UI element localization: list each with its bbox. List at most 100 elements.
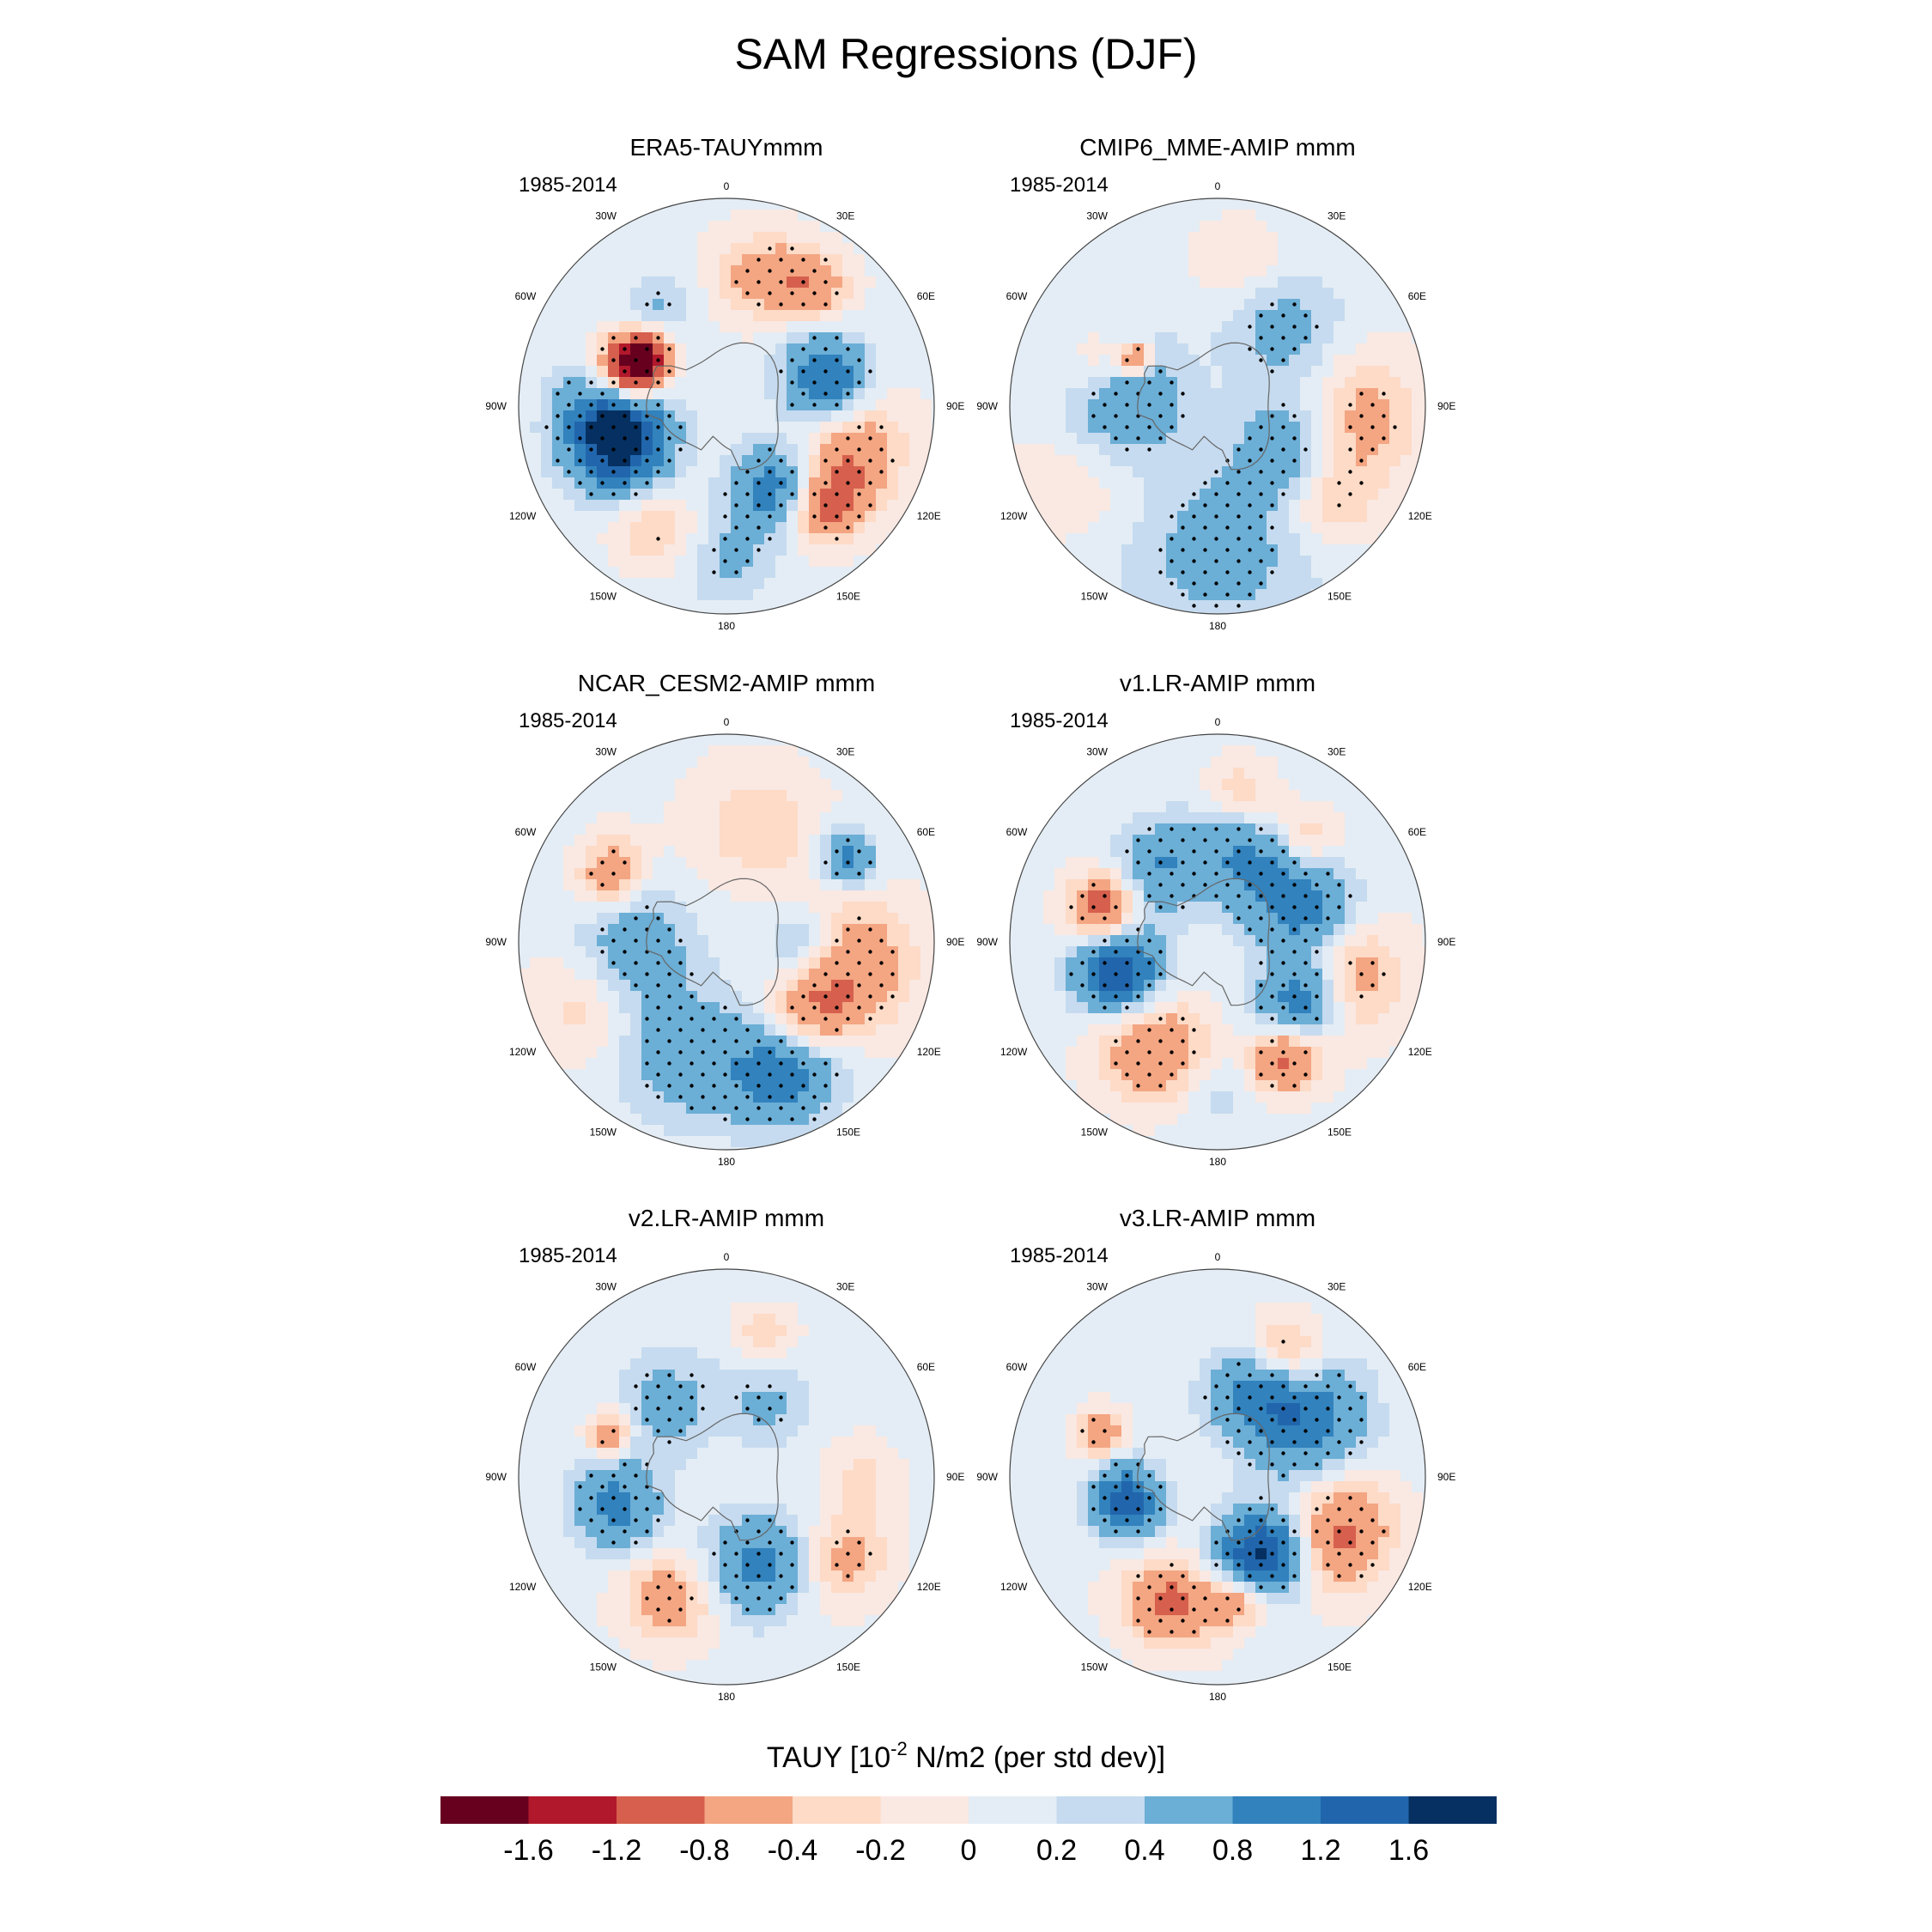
- field-cell: [731, 399, 743, 411]
- field-cell: [720, 823, 732, 835]
- significance-dot: [812, 1072, 817, 1077]
- field-cell: [742, 377, 754, 389]
- significance-dot: [701, 1050, 705, 1054]
- field-cell: [809, 321, 821, 333]
- field-cell: [1166, 489, 1178, 501]
- field-cell: [653, 946, 665, 958]
- field-cell: [1367, 879, 1379, 891]
- field-cell: [787, 221, 799, 233]
- field-cell: [1300, 433, 1312, 445]
- field-cell: [608, 946, 620, 958]
- field-cell: [1278, 835, 1290, 847]
- field-cell: [697, 879, 709, 891]
- field-cell: [1021, 902, 1033, 914]
- field-cell: [775, 790, 787, 802]
- field-cell: [865, 812, 877, 824]
- field-cell: [753, 745, 765, 757]
- field-cell: [809, 823, 821, 835]
- lon-label: 60W: [515, 290, 537, 302]
- significance-dot: [645, 972, 649, 976]
- field-cell: [742, 890, 754, 902]
- field-cell: [1233, 477, 1245, 489]
- field-cell: [619, 957, 631, 969]
- significance-dot: [835, 380, 839, 385]
- field-cell: [1133, 578, 1145, 590]
- field-cell: [1177, 265, 1189, 277]
- field-cell: [920, 399, 933, 411]
- field-cell: [1278, 812, 1290, 824]
- field-cell: [842, 410, 854, 422]
- field-cell: [1267, 1002, 1279, 1014]
- field-cell: [1155, 924, 1167, 936]
- significance-dot: [1158, 392, 1163, 396]
- field-cell: [1267, 890, 1279, 902]
- field-cell: [764, 1002, 776, 1014]
- field-cell: [708, 466, 720, 478]
- significance-dot: [756, 280, 761, 284]
- field-cell: [854, 812, 866, 824]
- field-cell: [697, 533, 709, 545]
- field-cell: [1233, 544, 1245, 556]
- field-cell: [731, 991, 743, 1003]
- field-cell: [1077, 399, 1089, 411]
- field-cell: [619, 511, 631, 523]
- field-cell: [1311, 868, 1323, 880]
- field-cell: [574, 243, 586, 255]
- field-cell: [641, 734, 653, 746]
- field-cell: [720, 433, 732, 445]
- field-cell: [764, 589, 776, 601]
- field-cell: [1099, 288, 1111, 300]
- significance-dot: [634, 425, 638, 429]
- field-cell: [1133, 980, 1145, 992]
- field-cell: [1233, 243, 1245, 255]
- field-cell: [563, 254, 575, 266]
- field-cell: [1155, 477, 1167, 489]
- field-cell: [1121, 823, 1133, 835]
- field-cell: [619, 466, 631, 478]
- field-cell: [597, 366, 609, 378]
- field-cell: [909, 857, 921, 869]
- field-cell: [1032, 868, 1044, 880]
- field-cell: [708, 198, 720, 210]
- significance-dot: [667, 1017, 671, 1021]
- field-cell: [541, 812, 553, 824]
- field-cell: [842, 812, 854, 824]
- field-cell: [1177, 578, 1189, 590]
- field-cell: [865, 890, 877, 902]
- field-cell: [764, 1036, 776, 1048]
- field-cell: [1244, 578, 1256, 590]
- significance-dot: [623, 436, 627, 440]
- field-cell: [753, 422, 765, 434]
- field-cell: [820, 768, 832, 780]
- field-cell: [1144, 265, 1156, 277]
- field-cell: [630, 857, 642, 869]
- field-cell: [764, 1103, 776, 1115]
- field-cell: [1378, 332, 1390, 344]
- field-cell: [1177, 756, 1189, 769]
- field-cell: [1188, 477, 1200, 489]
- field-cell: [932, 455, 934, 467]
- field-cell: [675, 1036, 687, 1048]
- field-cell: [887, 444, 899, 456]
- significance-dot: [857, 983, 861, 987]
- field-cell: [697, 957, 709, 969]
- field-cell: [1345, 1002, 1357, 1014]
- field-cell: [574, 1058, 586, 1070]
- field-cell: [720, 198, 732, 210]
- field-cell: [1345, 410, 1357, 422]
- field-cell: [1166, 433, 1178, 445]
- field-cell: [876, 857, 888, 869]
- field-cell: [1412, 377, 1424, 389]
- field-cell: [664, 846, 676, 858]
- field-cell: [787, 533, 799, 545]
- significance-dot: [667, 972, 671, 976]
- field-cell: [1345, 823, 1357, 835]
- field-cell: [932, 924, 934, 936]
- field-cell: [742, 198, 754, 210]
- significance-dot: [723, 492, 727, 496]
- field-cell: [697, 589, 709, 601]
- field-cell: [597, 1013, 609, 1025]
- field-cell: [1222, 991, 1234, 1003]
- significance-dot: [611, 358, 616, 362]
- field-cell: [1043, 355, 1055, 367]
